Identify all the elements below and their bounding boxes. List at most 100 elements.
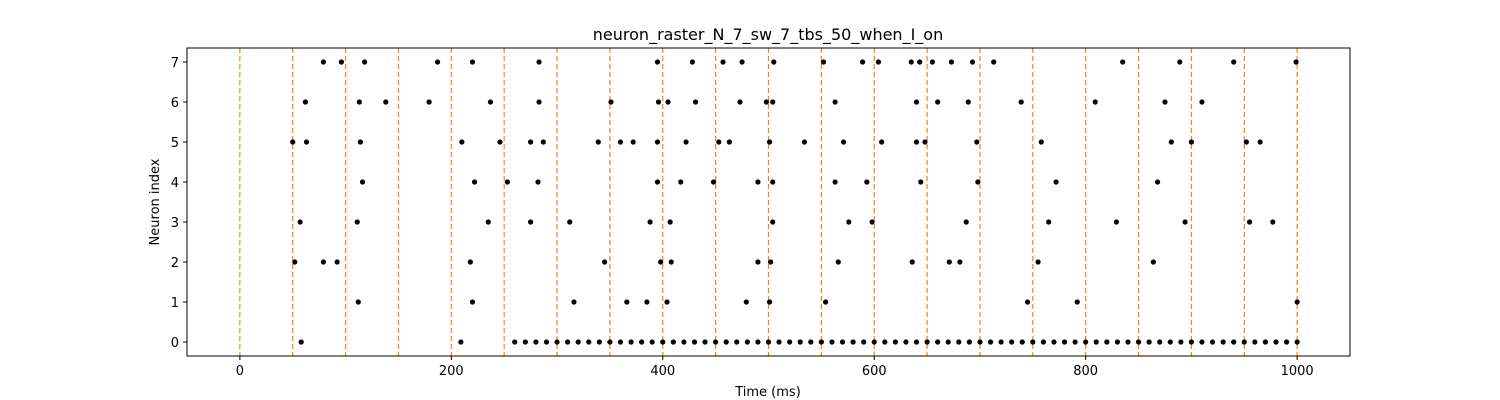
spike-point	[471, 179, 478, 185]
spike-point	[1051, 339, 1057, 345]
spike-point	[1220, 339, 1226, 345]
spike-point	[770, 99, 776, 105]
spike-point	[487, 99, 494, 105]
spike-point	[991, 59, 997, 65]
spike-point	[787, 339, 793, 345]
spike-point	[1019, 339, 1025, 345]
spike-point	[504, 179, 510, 185]
spike-point	[969, 59, 976, 65]
spike-point	[543, 339, 550, 345]
spike-point	[1162, 99, 1168, 105]
spike-point	[861, 339, 867, 345]
spike-point	[649, 339, 655, 345]
spike-point	[1092, 99, 1098, 105]
chart-title: neuron_raster_N_7_sw_7_tbs_50_when_I_on	[593, 25, 943, 45]
spike-point	[835, 259, 841, 265]
spike-point	[334, 259, 340, 265]
spike-point	[875, 59, 882, 65]
vline-layer	[239, 48, 1298, 356]
spike-point	[654, 139, 661, 145]
spike-point	[1294, 299, 1300, 305]
spike-point	[1024, 299, 1031, 305]
spike-point	[1104, 339, 1110, 345]
spike-point	[678, 179, 684, 185]
spike-point	[913, 139, 920, 145]
spike-point	[383, 99, 389, 105]
spike-point	[808, 339, 814, 345]
spike-point	[290, 139, 296, 145]
spike-layer	[290, 59, 1300, 345]
x-tick-label: 0	[236, 364, 244, 379]
spike-point	[1146, 339, 1152, 345]
spike-point	[716, 139, 722, 145]
spike-point	[356, 99, 362, 105]
spike-point	[913, 99, 920, 105]
spike-point	[1072, 339, 1078, 345]
spike-point	[595, 139, 601, 145]
spike-point	[1188, 139, 1195, 145]
spike-point	[763, 99, 769, 105]
y-tick-label: 3	[171, 216, 179, 231]
spike-point	[1093, 339, 1099, 345]
spike-point	[737, 99, 743, 105]
spike-point	[1243, 139, 1249, 145]
spike-point	[840, 139, 847, 145]
spike-point	[426, 99, 432, 105]
spike-point	[302, 99, 309, 105]
spike-point	[359, 179, 366, 185]
spike-point	[338, 59, 344, 65]
spike-point	[946, 259, 952, 265]
spike-point	[1178, 339, 1184, 345]
spike-point	[469, 59, 476, 65]
spike-point	[720, 59, 726, 65]
spike-point	[755, 179, 761, 185]
spike-point	[1125, 339, 1131, 345]
spike-point	[818, 339, 824, 345]
spike-point	[734, 339, 740, 345]
spike-point	[1209, 339, 1216, 345]
spike-point	[743, 299, 749, 305]
spike-point	[1182, 219, 1188, 225]
spike-point	[528, 219, 534, 225]
spike-point	[974, 139, 980, 145]
y-tick-label: 2	[171, 256, 179, 271]
spike-point	[467, 259, 473, 265]
spike-point	[667, 219, 673, 225]
spike-point	[617, 339, 624, 345]
spike-point	[292, 259, 298, 265]
spike-point	[536, 99, 542, 105]
x-tick-label: 1000	[1281, 364, 1314, 379]
spike-point	[1114, 339, 1120, 345]
spike-point	[832, 179, 838, 185]
spike-point	[1053, 179, 1059, 185]
spike-point	[1038, 139, 1044, 145]
spike-point	[935, 99, 941, 105]
spike-point	[917, 59, 923, 65]
spike-point	[850, 339, 856, 345]
spike-point	[320, 259, 326, 265]
spike-point	[654, 59, 661, 65]
spike-point	[948, 59, 955, 65]
spike-point	[755, 259, 761, 265]
spike-point	[710, 179, 717, 185]
spike-point	[957, 259, 963, 265]
spike-point	[1083, 339, 1089, 345]
spike-point	[829, 339, 835, 345]
x-axis-ticks: 0 200 400 600 800 1000	[236, 356, 1314, 379]
spike-point	[602, 259, 608, 265]
spike-point	[533, 339, 539, 345]
spike-point	[320, 59, 326, 65]
spike-point	[617, 139, 624, 145]
spike-point	[668, 259, 674, 265]
spike-point	[459, 139, 465, 145]
spike-point	[744, 339, 750, 345]
spike-point	[839, 339, 846, 345]
spike-point	[965, 99, 971, 105]
spike-point	[1154, 179, 1161, 185]
spike-point	[571, 299, 577, 305]
spike-point	[975, 179, 981, 185]
spike-point	[469, 299, 476, 305]
spike-point	[1273, 339, 1279, 345]
spike-point	[822, 299, 829, 305]
